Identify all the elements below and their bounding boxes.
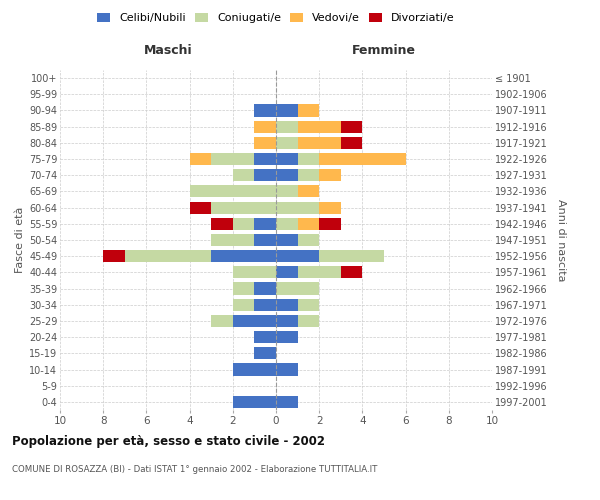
Bar: [298, 104, 319, 117]
Bar: [319, 153, 406, 165]
Bar: [276, 104, 298, 117]
Bar: [276, 298, 298, 311]
Bar: [341, 137, 362, 149]
Bar: [298, 218, 319, 230]
Bar: [341, 266, 362, 278]
Bar: [254, 120, 276, 132]
Bar: [211, 250, 276, 262]
Bar: [233, 298, 254, 311]
Bar: [276, 169, 298, 181]
Bar: [298, 153, 319, 165]
Bar: [276, 186, 298, 198]
Bar: [276, 202, 319, 213]
Bar: [298, 169, 319, 181]
Bar: [190, 153, 211, 165]
Bar: [125, 250, 211, 262]
Bar: [254, 137, 276, 149]
Bar: [254, 169, 276, 181]
Bar: [233, 218, 254, 230]
Bar: [103, 250, 125, 262]
Bar: [254, 282, 276, 294]
Bar: [233, 169, 254, 181]
Text: COMUNE DI ROSAZZA (BI) - Dati ISTAT 1° gennaio 2002 - Elaborazione TUTTITALIA.IT: COMUNE DI ROSAZZA (BI) - Dati ISTAT 1° g…: [12, 465, 377, 474]
Bar: [276, 250, 319, 262]
Bar: [233, 266, 276, 278]
Bar: [254, 234, 276, 246]
Bar: [190, 202, 211, 213]
Bar: [233, 315, 276, 327]
Bar: [319, 250, 384, 262]
Text: Femmine: Femmine: [352, 44, 416, 57]
Bar: [319, 169, 341, 181]
Bar: [276, 120, 298, 132]
Bar: [319, 218, 341, 230]
Bar: [298, 137, 341, 149]
Y-axis label: Fasce di età: Fasce di età: [14, 207, 25, 273]
Bar: [211, 315, 233, 327]
Text: Popolazione per età, sesso e stato civile - 2002: Popolazione per età, sesso e stato civil…: [12, 435, 325, 448]
Bar: [298, 186, 319, 198]
Bar: [211, 234, 254, 246]
Bar: [276, 234, 298, 246]
Legend: Celibi/Nubili, Coniugati/e, Vedovi/e, Divorziati/e: Celibi/Nubili, Coniugati/e, Vedovi/e, Di…: [95, 10, 457, 26]
Text: Maschi: Maschi: [143, 44, 193, 57]
Bar: [298, 266, 341, 278]
Bar: [211, 153, 254, 165]
Bar: [341, 120, 362, 132]
Bar: [298, 120, 341, 132]
Bar: [276, 282, 319, 294]
Bar: [233, 396, 276, 408]
Bar: [233, 282, 254, 294]
Bar: [190, 186, 276, 198]
Bar: [254, 218, 276, 230]
Bar: [276, 153, 298, 165]
Bar: [298, 315, 319, 327]
Bar: [254, 298, 276, 311]
Bar: [211, 218, 233, 230]
Bar: [298, 298, 319, 311]
Bar: [276, 137, 298, 149]
Bar: [233, 364, 276, 376]
Bar: [276, 218, 298, 230]
Bar: [254, 104, 276, 117]
Bar: [276, 364, 298, 376]
Bar: [276, 266, 298, 278]
Bar: [276, 396, 298, 408]
Bar: [276, 331, 298, 343]
Bar: [254, 348, 276, 360]
Bar: [211, 202, 276, 213]
Bar: [254, 153, 276, 165]
Y-axis label: Anni di nascita: Anni di nascita: [556, 198, 566, 281]
Bar: [254, 331, 276, 343]
Bar: [298, 234, 319, 246]
Bar: [319, 202, 341, 213]
Bar: [276, 315, 298, 327]
